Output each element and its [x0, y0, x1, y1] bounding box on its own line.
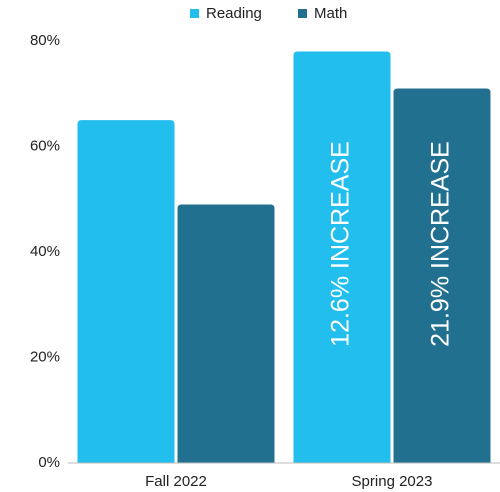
bar — [393, 88, 491, 463]
bar — [293, 51, 391, 464]
x-tick-label: Spring 2023 — [352, 473, 433, 490]
legend-label: Math — [314, 5, 347, 22]
x-tick-label: Fall 2022 — [145, 473, 207, 490]
y-tick-label: 60% — [30, 137, 60, 154]
legend-swatch — [298, 9, 307, 18]
bar — [77, 120, 175, 463]
annotation: 12.6% INCREASE — [327, 141, 355, 347]
legend-label: Reading — [206, 5, 262, 22]
annotation: 21.9% INCREASE — [427, 141, 455, 347]
y-tick-label: 0% — [38, 454, 60, 471]
bar — [177, 204, 275, 463]
y-tick-label: 80% — [30, 32, 60, 49]
legend-swatch — [190, 9, 199, 18]
y-tick-label: 40% — [30, 243, 60, 260]
y-tick-label: 20% — [30, 348, 60, 365]
